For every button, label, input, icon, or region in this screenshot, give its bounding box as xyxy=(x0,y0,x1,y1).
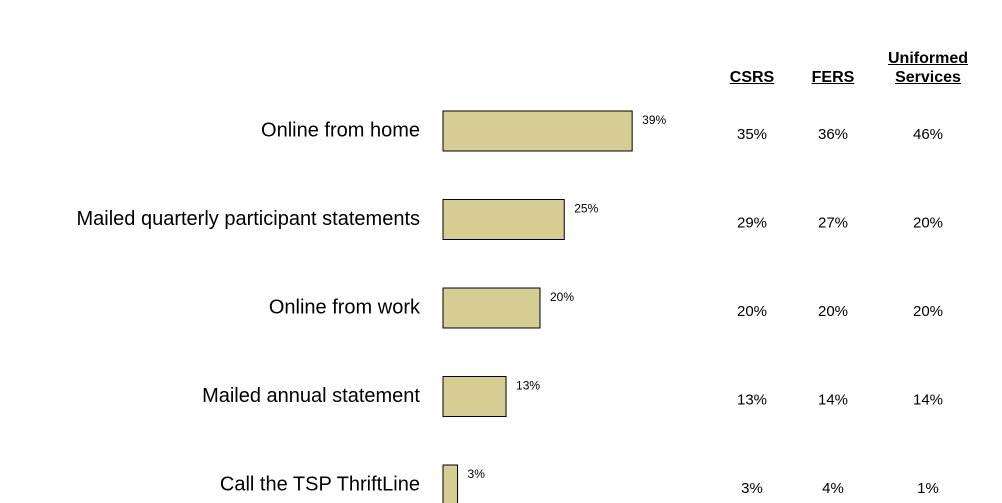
category-label: Online from home xyxy=(261,119,420,141)
value-label: 3% xyxy=(468,467,486,481)
category-label: Call the TSP ThriftLine xyxy=(220,473,420,495)
bar xyxy=(442,376,507,417)
column-header: CSRS xyxy=(729,69,775,86)
table-cell: 20% xyxy=(737,303,767,320)
bar xyxy=(442,199,565,240)
table-cell: 3% xyxy=(741,480,763,497)
table-cell: 20% xyxy=(818,303,848,320)
table-cell: 20% xyxy=(913,303,943,320)
table-cell: 14% xyxy=(818,391,848,408)
value-label: 20% xyxy=(550,290,574,304)
table-cell: 20% xyxy=(913,214,943,231)
column-header: Uniformed Services xyxy=(888,50,968,86)
table-cell: 46% xyxy=(913,126,943,143)
table-cell: 13% xyxy=(737,391,767,408)
value-label: 39% xyxy=(642,113,666,127)
value-label: 25% xyxy=(574,202,598,216)
bar xyxy=(442,287,541,329)
table-cell: 36% xyxy=(818,126,848,143)
table-cell: 27% xyxy=(818,214,848,231)
table-cell: 4% xyxy=(822,480,844,497)
category-label: Mailed quarterly participant statements xyxy=(77,208,421,230)
table-cell: 1% xyxy=(917,480,939,497)
value-label: 13% xyxy=(516,379,540,393)
bar xyxy=(442,110,633,152)
table-cell: 29% xyxy=(737,214,767,231)
table-cell: 14% xyxy=(913,391,943,408)
column-header: FERS xyxy=(811,69,855,86)
table-cell: 35% xyxy=(737,126,767,143)
bar xyxy=(442,464,459,503)
category-label: Online from work xyxy=(269,296,421,318)
category-label: Mailed annual statement xyxy=(202,385,420,407)
